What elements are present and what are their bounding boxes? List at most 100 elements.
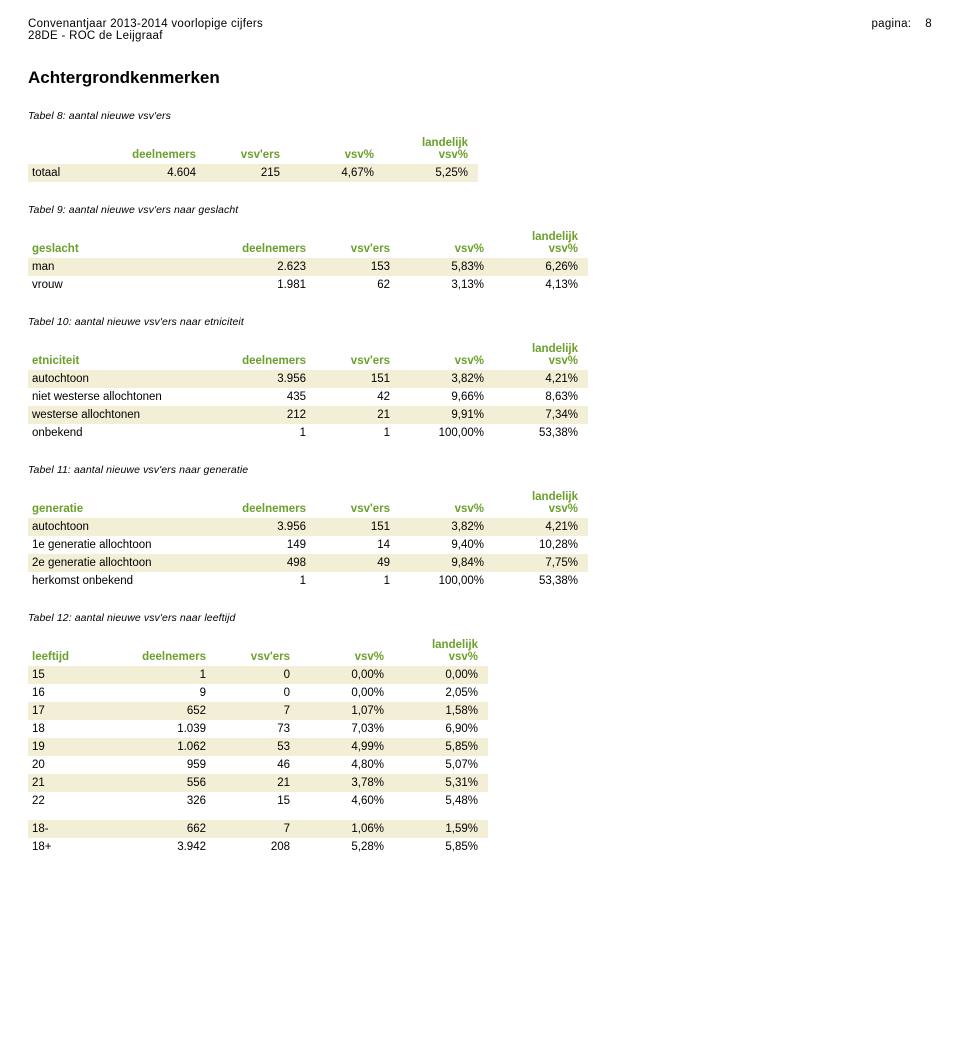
table-row: totaal4.6042154,67%5,25% [28,164,478,182]
table-cell: 4.604 [102,164,206,182]
table-cell: 1,59% [394,820,488,838]
table-cell: 3,82% [400,518,494,536]
table-cell: 6,90% [394,720,488,738]
section-title: Achtergrondkenmerken [28,68,932,88]
column-header [28,134,102,164]
table-row: 16900,00%2,05% [28,684,488,702]
column-header: vsv% [400,488,494,518]
table-cell: 73 [216,720,300,738]
table-cell: 10,28% [494,536,588,554]
column-header: deelnemers [102,134,206,164]
page-header: Convenantjaar 2013-2014 voorlopige cijfe… [28,18,932,42]
table-cell: 1 [112,666,216,684]
table-row: 20959464,80%5,07% [28,756,488,774]
table-cell: westerse allochtonen [28,406,212,424]
table-cell: 7,34% [494,406,588,424]
table-cell: 100,00% [400,572,494,590]
doc-title: Convenantjaar 2013-2014 voorlopige cijfe… [28,18,263,30]
table-cell: 0,00% [300,666,394,684]
table-cell: 153 [316,258,400,276]
table-cell: 151 [316,518,400,536]
column-header: geslacht [28,228,212,258]
table-row: herkomst onbekend11100,00%53,38% [28,572,588,590]
table-cell: 20 [28,756,112,774]
table-cell: 7 [216,702,300,720]
table-row: 22326154,60%5,48% [28,792,488,810]
table-cell: 5,83% [400,258,494,276]
column-header: vsv% [400,340,494,370]
table-cell: onbekend [28,424,212,442]
table-cell: 4,13% [494,276,588,294]
table-cell: 1 [316,424,400,442]
table-cell: 4,60% [300,792,394,810]
column-header: vsv'ers [316,488,400,518]
table-cell: 212 [212,406,316,424]
table-row: man2.6231535,83%6,26% [28,258,588,276]
table-cell: 4,99% [300,738,394,756]
table-cell: 1 [212,572,316,590]
table-cell: 3,82% [400,370,494,388]
table-cell: 1e generatie allochtoon [28,536,212,554]
table-cell: 7,75% [494,554,588,572]
table-row: 15100,00%0,00% [28,666,488,684]
table-8-caption: Tabel 8: aantal nieuwe vsv'ers [28,110,932,122]
table-cell: 959 [112,756,216,774]
table-cell: 2e generatie allochtoon [28,554,212,572]
table-cell: 1 [212,424,316,442]
table-cell: 5,28% [300,838,394,856]
column-header: leeftijd [28,636,112,666]
table-12: leeftijddeelnemersvsv'ersvsv%landelijkvs… [28,636,488,856]
table-cell: 149 [212,536,316,554]
column-header: vsv% [400,228,494,258]
table-cell: 6,26% [494,258,588,276]
table-cell: 9,84% [400,554,494,572]
table-cell: 53,38% [494,424,588,442]
column-header: deelnemers [212,340,316,370]
table-10: etniciteitdeelnemersvsv'ersvsv%landelijk… [28,340,588,442]
table-cell: 1.039 [112,720,216,738]
table-cell: 4,21% [494,370,588,388]
table-12-caption: Tabel 12: aantal nieuwe vsv'ers naar lee… [28,612,932,624]
table-cell: vrouw [28,276,212,294]
column-header: vsv'ers [316,228,400,258]
column-header: landelijkvsv% [494,228,588,258]
table-cell: 21 [216,774,300,792]
table-cell: 3.956 [212,370,316,388]
table-cell: 49 [316,554,400,572]
table-cell: 22 [28,792,112,810]
table-cell: 18- [28,820,112,838]
table-cell: 19 [28,738,112,756]
table-10-caption: Tabel 10: aantal nieuwe vsv'ers naar etn… [28,316,932,328]
table-cell: autochtoon [28,518,212,536]
doc-subtitle: 28DE - ROC de Leijgraaf [28,30,263,42]
table-cell: 498 [212,554,316,572]
table-cell: 18 [28,720,112,738]
table-cell: 1.062 [112,738,216,756]
table-cell: 5,85% [394,738,488,756]
table-cell: 3.956 [212,518,316,536]
table-cell: 18+ [28,838,112,856]
table-cell: 151 [316,370,400,388]
table-cell: 2.623 [212,258,316,276]
column-header: landelijkvsv% [494,340,588,370]
table-cell: 21 [28,774,112,792]
table-cell: 0,00% [300,684,394,702]
column-header: landelijkvsv% [394,636,488,666]
column-header: vsv'ers [216,636,300,666]
table-cell: 3,78% [300,774,394,792]
table-row: vrouw1.981623,13%4,13% [28,276,588,294]
table-cell: 662 [112,820,216,838]
table-cell: herkomst onbekend [28,572,212,590]
column-header: landelijkvsv% [384,134,478,164]
table-11-caption: Tabel 11: aantal nieuwe vsv'ers naar gen… [28,464,932,476]
table-cell: 1,58% [394,702,488,720]
table-row: autochtoon3.9561513,82%4,21% [28,370,588,388]
column-header: vsv'ers [316,340,400,370]
table-cell: 0,00% [394,666,488,684]
column-header: vsv'ers [206,134,290,164]
table-row: 21556213,78%5,31% [28,774,488,792]
table-cell: 8,63% [494,388,588,406]
table-row: 18-66271,06%1,59% [28,820,488,838]
table-cell: 0 [216,666,300,684]
table-cell: 15 [28,666,112,684]
